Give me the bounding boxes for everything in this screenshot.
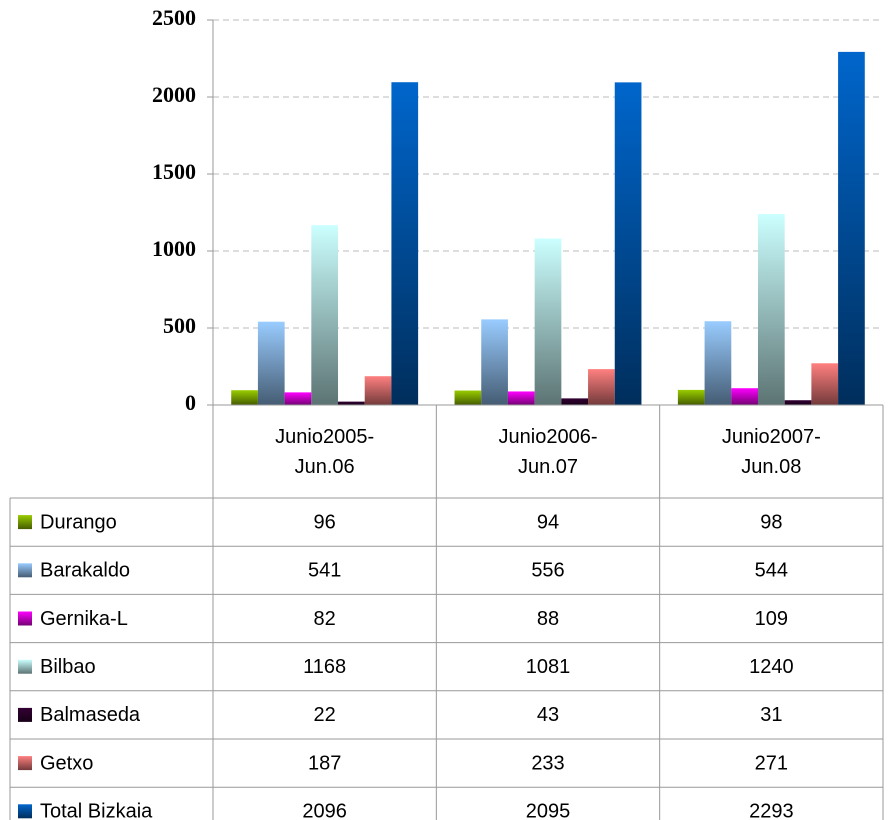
table-value: 94: [537, 511, 559, 533]
table-value: 22: [314, 704, 336, 726]
legend-label: Balmaseda: [40, 704, 141, 726]
y-tick-label: 1000: [152, 236, 196, 261]
table-value: 556: [531, 560, 564, 582]
legend-label: Barakaldo: [40, 560, 130, 582]
x-tick-label: Junio2007-Jun.08: [721, 426, 821, 478]
bar: [507, 391, 535, 405]
bar: [614, 82, 642, 406]
legend-label: Gernika-L: [40, 608, 128, 630]
bar: [364, 376, 392, 405]
bar: [588, 369, 615, 405]
bar: [338, 401, 365, 405]
bar: [838, 51, 865, 406]
y-tick-label: 1500: [152, 159, 196, 184]
bar: [481, 319, 508, 405]
y-tick-label: 0: [185, 390, 196, 415]
table-value: 233: [531, 752, 564, 774]
table-value: 544: [755, 560, 788, 582]
legend-key: [18, 804, 32, 819]
bar: [257, 321, 285, 405]
bar: [811, 363, 839, 405]
table-value: 2095: [526, 801, 571, 820]
legend-key: [18, 563, 32, 578]
legend-key: [18, 756, 32, 771]
legend-key: [18, 707, 32, 722]
legend-label: Bilbao: [40, 656, 96, 678]
y-tick-label: 2000: [152, 82, 196, 107]
bar: [284, 392, 312, 405]
table-value: 31: [760, 704, 782, 726]
table-value: 96: [314, 511, 336, 533]
bar: [561, 398, 589, 405]
table-value: 88: [537, 608, 559, 630]
table-value: 82: [314, 608, 336, 630]
bar: [311, 225, 339, 405]
legend-label: Durango: [40, 511, 117, 533]
legend-label: Total Bizkaia: [40, 801, 153, 820]
table-value: 1081: [526, 656, 571, 678]
legend-key: [18, 611, 32, 626]
table-value: 98: [760, 511, 782, 533]
bar: [784, 400, 812, 405]
bar: [757, 214, 785, 405]
bar: [231, 390, 258, 405]
table-value: 1240: [749, 656, 794, 678]
table-value: 187: [308, 752, 341, 774]
y-tick-label: 500: [163, 313, 196, 338]
legend-label: Getxo: [40, 752, 93, 774]
table-value: 109: [755, 608, 788, 630]
legend-key: [18, 515, 32, 530]
bar: [454, 390, 482, 405]
table-value: 2096: [302, 801, 347, 820]
table-value: 541: [308, 560, 341, 582]
bar: [704, 321, 732, 405]
y-tick-label: 2500: [152, 5, 196, 30]
table-value: 43: [537, 704, 559, 726]
x-tick-label: Junio2005-Jun.06: [275, 426, 375, 478]
bar: [534, 238, 562, 405]
table-value: 1168: [303, 656, 346, 678]
bar: [677, 389, 705, 405]
x-tick-label: Junio2006-Jun.07: [498, 426, 598, 478]
table-value: 2293: [749, 801, 794, 820]
bar: [391, 82, 419, 405]
legend-key: [18, 659, 32, 674]
table-value: 271: [755, 752, 788, 774]
bar: [731, 388, 758, 405]
